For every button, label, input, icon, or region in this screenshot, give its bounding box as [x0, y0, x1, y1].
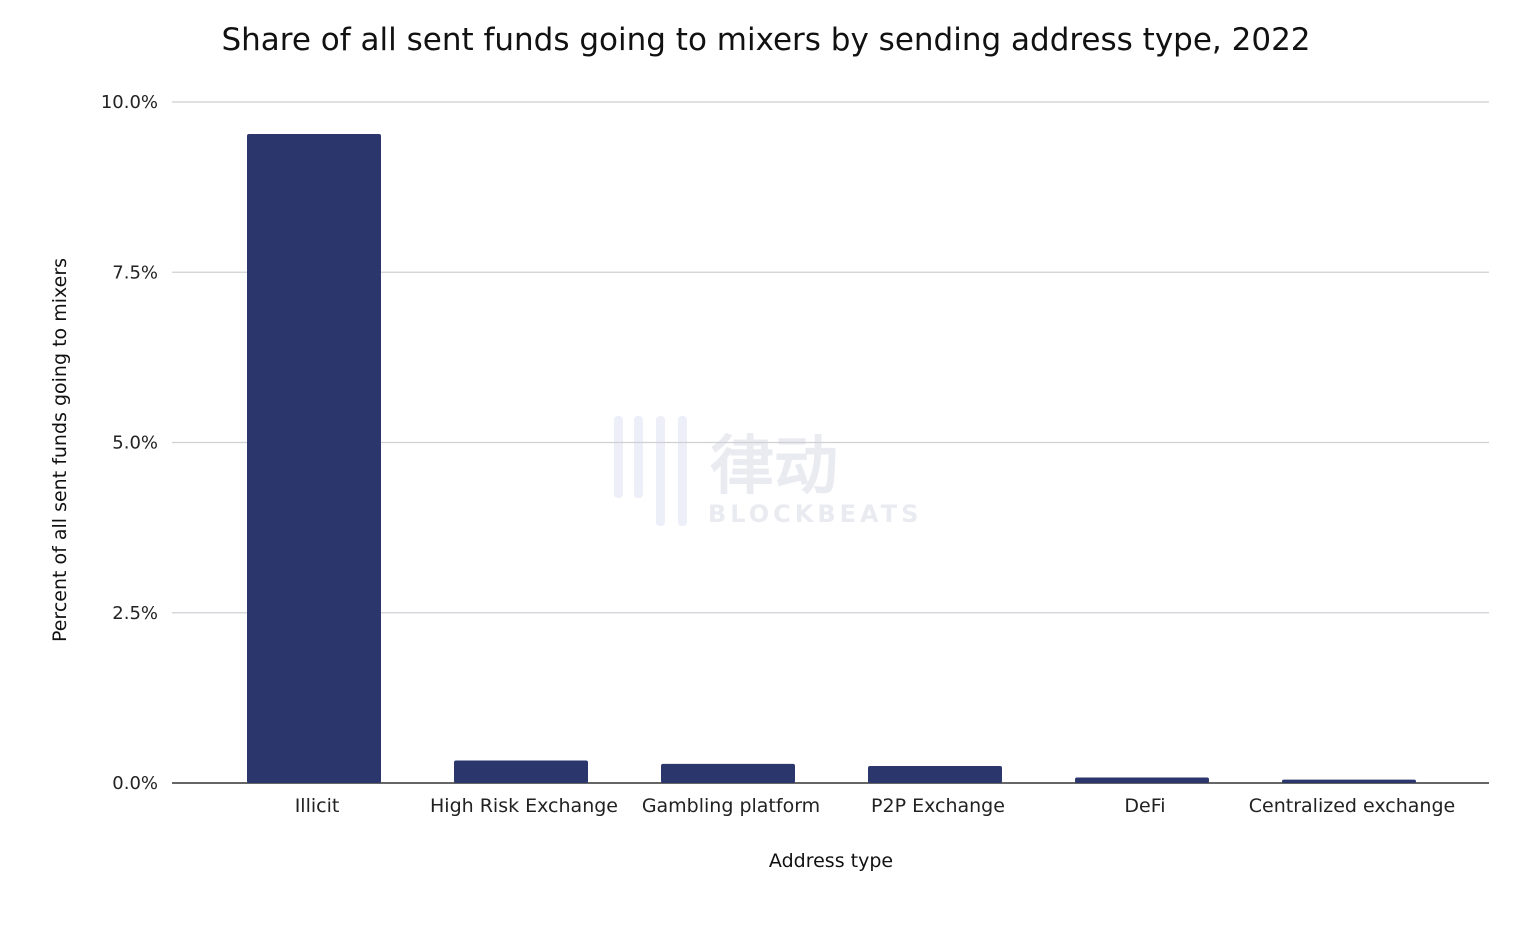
y-tick-label: 0.0% — [112, 773, 158, 794]
watermark-bar-2 — [634, 416, 643, 498]
bar — [1075, 777, 1209, 783]
y-tick-labels: 0.0% 2.5% 5.0% 7.5% 10.0% — [101, 92, 158, 794]
x-tick-labels: Illicit High Risk Exchange Gambling platfo… — [295, 795, 1456, 817]
bar — [868, 765, 1002, 783]
x-tick-label: P2P Exchange — [871, 795, 1005, 817]
bar — [661, 763, 795, 783]
x-tick-label: Illicit — [295, 795, 340, 817]
gridlines — [172, 101, 1489, 784]
x-tick-label: Centralized exchange — [1249, 795, 1455, 817]
watermark-bar-1 — [614, 416, 623, 498]
chart-title: Share of all sent funds going to mixers … — [221, 22, 1310, 58]
y-tick-label: 7.5% — [112, 262, 158, 283]
bars — [247, 134, 1416, 783]
bar — [454, 760, 588, 783]
y-tick-label: 10.0% — [101, 92, 158, 113]
x-tick-label: DeFi — [1124, 795, 1165, 817]
y-tick-label: 5.0% — [112, 433, 158, 454]
watermark-bar-4 — [678, 416, 687, 526]
x-axis-label: Address type — [769, 850, 893, 872]
x-tick-label: Gambling platform — [642, 795, 820, 817]
x-tick-label: High Risk Exchange — [430, 795, 618, 817]
watermark-glyphs: 律动 — [710, 430, 838, 504]
watermark-bar-3 — [656, 416, 665, 526]
y-axis-label: Percent of all sent funds going to mixer… — [49, 258, 71, 642]
bar — [1282, 779, 1416, 783]
bar — [247, 134, 381, 783]
y-tick-label: 2.5% — [112, 603, 158, 624]
blockbeats-watermark: 律动 BLOCKBEATS — [614, 416, 922, 528]
watermark-sub: BLOCKBEATS — [708, 500, 922, 528]
